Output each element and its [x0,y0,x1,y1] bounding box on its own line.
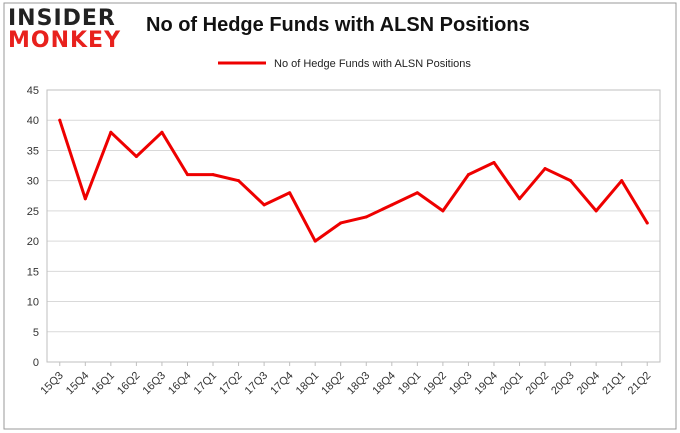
x-tick-label-15Q3: 15Q3 [38,370,66,398]
data-point-20Q2 [543,167,547,171]
data-point-17Q1 [211,173,215,177]
y-tick-label-20: 20 [27,236,39,248]
data-point-19Q1 [415,191,419,195]
x-tick-label-18Q1: 18Q1 [294,370,322,398]
x-tick-label-18Q2: 18Q2 [319,370,347,398]
y-tick-label-25: 25 [27,206,39,218]
grid-layer [46,89,661,363]
logo-line-monkey: MONKEY [8,28,122,53]
x-tick-label-19Q4: 19Q4 [473,370,501,398]
y-tick-label-5: 5 [33,327,39,339]
x-tick-label-18Q3: 18Q3 [345,370,373,398]
x-tick-label-19Q3: 19Q3 [447,370,475,398]
x-tick-label-17Q2: 17Q2 [217,370,245,398]
x-tick-label-16Q3: 16Q3 [141,370,169,398]
legend: No of Hedge Funds with ALSN Positions [218,58,471,70]
x-tick-label-15Q4: 15Q4 [64,370,92,398]
legend-label: No of Hedge Funds with ALSN Positions [274,58,471,70]
data-point-20Q4 [594,209,598,213]
x-tick-label-16Q1: 16Q1 [89,370,117,398]
x-tick-label-20Q1: 20Q1 [498,370,526,398]
data-point-17Q2 [237,179,241,183]
insider-monkey-logo: INSIDER MONKEY [8,8,138,58]
x-tick-label-20Q2: 20Q2 [524,370,552,398]
logo-line-insider: INSIDER [8,6,116,31]
data-point-15Q4 [83,197,87,201]
x-tick-label-17Q4: 17Q4 [268,370,296,398]
x-tick-label-16Q2: 16Q2 [115,370,143,398]
data-point-17Q4 [288,191,292,195]
x-tick-label-21Q1: 21Q1 [600,370,628,398]
y-tick-label-35: 35 [27,145,39,157]
x-tick-label-20Q3: 20Q3 [549,370,577,398]
plot-area-border [46,89,661,363]
outer-border [3,2,677,430]
y-tick-label-15: 15 [27,266,39,278]
y-tick-label-40: 40 [27,115,39,127]
y-tick-label-0: 0 [33,357,39,369]
x-tick-label-20Q4: 20Q4 [575,370,603,398]
data-point-16Q3 [160,130,164,134]
x-tick-label-18Q4: 18Q4 [370,370,398,398]
data-point-18Q4 [390,203,394,207]
y-tick-label-30: 30 [27,176,39,188]
data-point-18Q2 [339,221,343,225]
data-point-18Q3 [364,215,368,219]
data-point-20Q3 [569,179,573,183]
data-point-16Q2 [134,154,138,158]
x-tick-label-19Q2: 19Q2 [421,370,449,398]
data-point-16Q1 [109,130,113,134]
data-point-21Q1 [620,179,624,183]
data-point-18Q1 [313,239,317,243]
y-tick-label-45: 45 [27,85,39,97]
data-point-21Q2 [645,221,649,225]
data-point-19Q2 [441,209,445,213]
x-tick-label-17Q3: 17Q3 [243,370,271,398]
data-point-20Q1 [518,197,522,201]
series-line-0 [58,118,649,243]
x-tick-label-21Q2: 21Q2 [626,370,654,398]
data-point-19Q3 [466,173,470,177]
series-layer [58,118,649,243]
data-point-17Q3 [262,203,266,207]
data-point-16Q4 [185,173,189,177]
y-tick-label-10: 10 [27,297,39,309]
x-tick-label-17Q1: 17Q1 [192,370,220,398]
chart-title: No of Hedge Funds with ALSN Positions [146,14,530,36]
data-point-19Q4 [492,161,496,165]
x-tick-label-19Q1: 19Q1 [396,370,424,398]
x-tick-label-16Q4: 16Q4 [166,370,194,398]
data-point-15Q3 [58,118,62,122]
